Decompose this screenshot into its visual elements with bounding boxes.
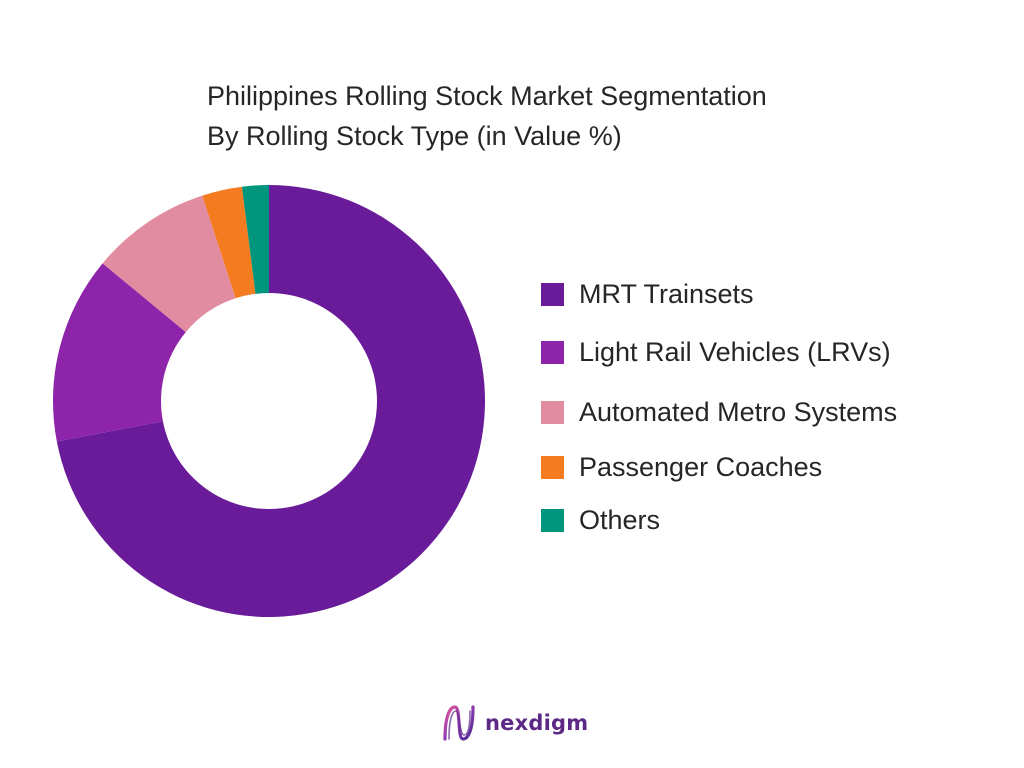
legend-label: Others — [579, 505, 661, 535]
donut-slice-passenger-coaches — [202, 186, 256, 299]
brand-name: nexdigm — [485, 711, 589, 735]
legend-swatch — [541, 508, 564, 532]
legend-swatch — [541, 340, 564, 364]
chart-title-line-1: Philippines Rolling Stock Market Segment… — [207, 81, 767, 111]
brand: nexdigm — [441, 703, 588, 743]
chart-title-line-2: By Rolling Stock Type (in Value %) — [207, 121, 622, 151]
nexdigm-logo-icon — [443, 705, 475, 741]
legend-item: Others — [541, 503, 660, 537]
legend-label: Automated Metro Systems — [579, 397, 898, 427]
chart-title: Philippines Rolling Stock Market Segment… — [207, 76, 967, 156]
donut-slice-automated-metro-systems — [102, 195, 236, 333]
legend-swatch — [541, 455, 564, 479]
legend-item: Automated Metro Systems — [541, 395, 897, 429]
legend-label: MRT Trainsets — [579, 279, 754, 309]
legend-label: Light Rail Vehicles (LRVs) — [579, 337, 891, 367]
legend-item: Light Rail Vehicles (LRVs) — [541, 335, 891, 369]
donut-slice-mrt-trainsets — [56, 185, 485, 618]
legend-item: MRT Trainsets — [541, 277, 754, 311]
legend-swatch — [541, 400, 564, 424]
legend-item: Passenger Coaches — [541, 450, 822, 484]
donut-slice-light-rail-vehicles-lrvs — [53, 263, 186, 442]
legend-label: Passenger Coaches — [579, 452, 823, 482]
donut-slice-others — [241, 185, 269, 294]
legend-swatch — [541, 282, 564, 306]
